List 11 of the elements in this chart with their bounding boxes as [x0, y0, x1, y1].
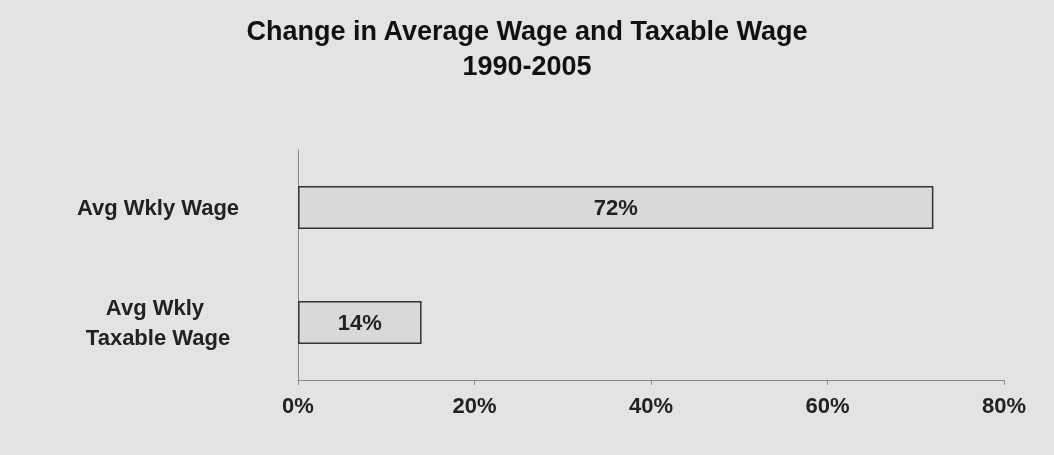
- y-tick-label: Avg Wkly Wage: [76, 195, 240, 220]
- chart-subtitle: 1990-2005: [462, 50, 592, 81]
- data-label: 14%: [337, 310, 382, 335]
- x-tick-label: 0%: [282, 392, 314, 418]
- chart-title: Change in Average Wage and Taxable Wage: [246, 15, 808, 46]
- data-label: 72%: [593, 195, 638, 220]
- x-tick-label: 40%: [628, 392, 674, 418]
- x-tick-label: 60%: [805, 392, 850, 418]
- x-tick-label: 80%: [981, 392, 1027, 418]
- y-tick-label: Avg Wkly Taxable Wage: [85, 295, 231, 350]
- x-tick-label: 20%: [452, 392, 497, 418]
